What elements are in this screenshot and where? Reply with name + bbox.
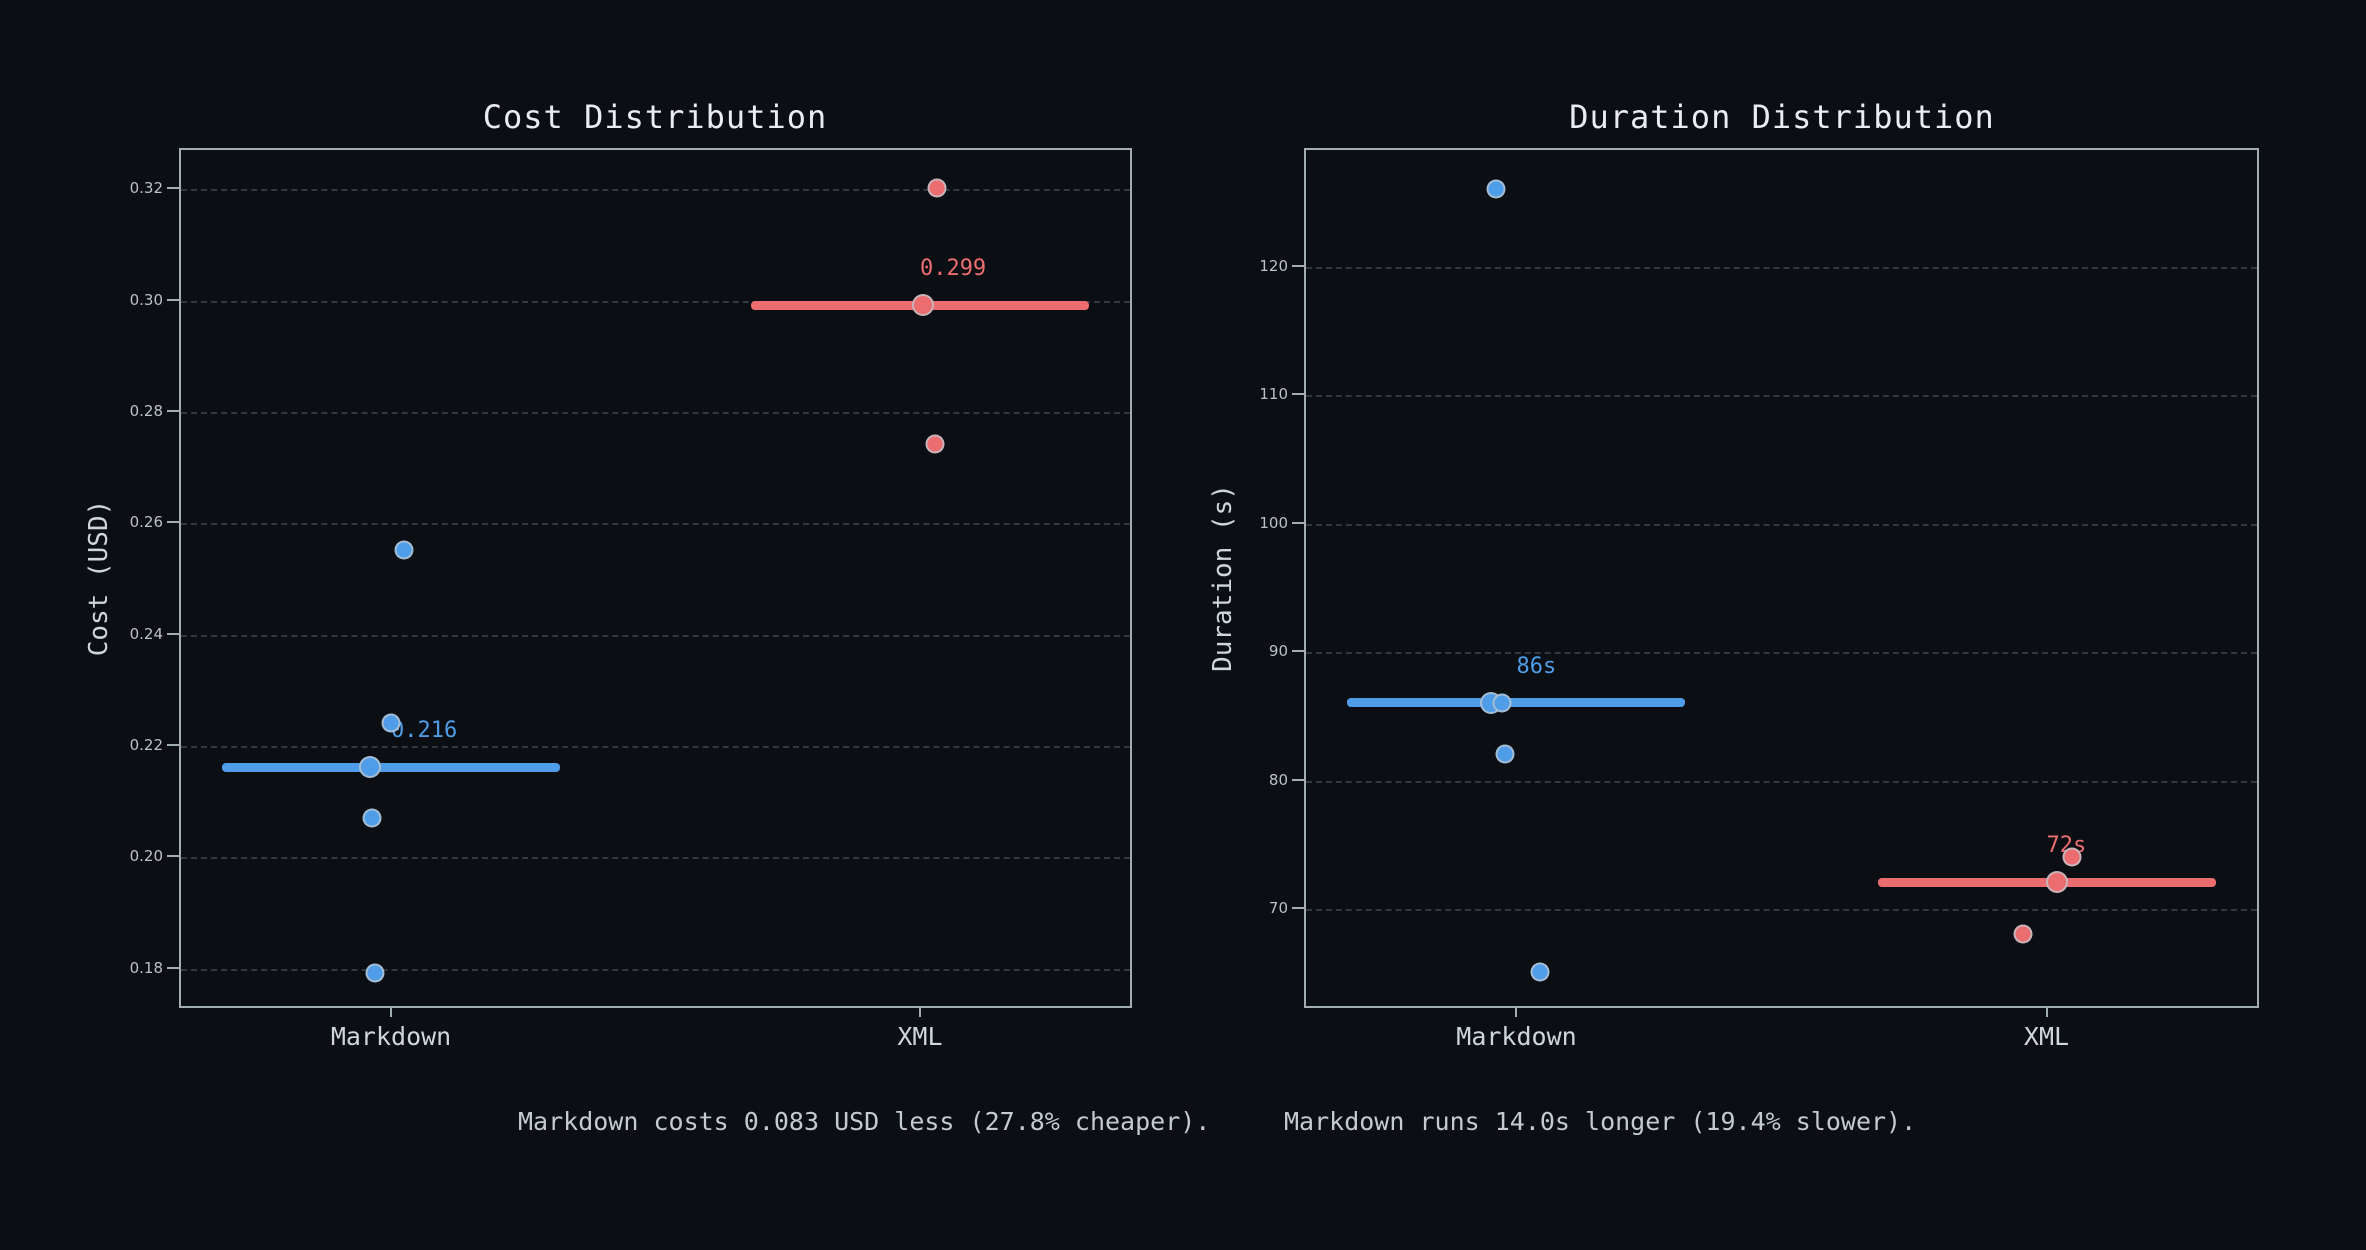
grid-line xyxy=(181,189,1130,192)
summary-duration-text: Markdown runs 14.0s longer (19.4% slower… xyxy=(1284,1107,1917,1136)
y-tick-mark xyxy=(167,409,179,412)
y-tick-label: 90 xyxy=(1268,642,1288,661)
median-line xyxy=(1347,698,1686,707)
data-point xyxy=(2045,871,2068,894)
y-tick-label: 110 xyxy=(1259,385,1288,404)
x-tick-mark xyxy=(2045,1008,2048,1017)
y-tick-label: 80 xyxy=(1268,770,1288,789)
x-tick-mark xyxy=(1515,1008,1518,1017)
grid-line xyxy=(1306,780,2257,783)
grid-line xyxy=(1306,267,2257,270)
y-tick-mark xyxy=(1292,521,1304,524)
data-point xyxy=(1495,744,1515,764)
data-point xyxy=(925,434,945,454)
y-tick-mark xyxy=(167,744,179,747)
summary-cost-text: Markdown costs 0.083 USD less (27.8% che… xyxy=(518,1107,1211,1136)
y-tick-mark xyxy=(1292,650,1304,653)
y-tick-mark xyxy=(1292,778,1304,781)
grid-line xyxy=(181,634,1130,637)
y-tick-mark xyxy=(167,855,179,858)
x-tick-mark xyxy=(390,1008,393,1017)
median-value-label-markdown: 0.216 xyxy=(391,718,458,744)
y-tick-mark xyxy=(167,521,179,524)
data-point xyxy=(359,756,382,779)
grid-line xyxy=(181,746,1130,749)
median-value-label-markdown: 86s xyxy=(1516,653,1557,679)
y-tick-mark xyxy=(1292,265,1304,268)
data-point xyxy=(362,808,382,827)
grid-line xyxy=(181,411,1130,414)
data-point xyxy=(927,178,947,198)
y-tick-label: 0.28 xyxy=(129,401,163,420)
y-tick-mark xyxy=(167,966,179,969)
y-tick-label: 0.22 xyxy=(129,736,163,755)
y-tick-mark xyxy=(167,298,179,301)
grid-line xyxy=(181,523,1130,526)
y-tick-label: 120 xyxy=(1259,257,1288,276)
grid-line xyxy=(1306,395,2257,398)
data-point xyxy=(381,713,401,733)
grid-line xyxy=(1306,652,2257,655)
data-point xyxy=(911,294,934,317)
data-point xyxy=(394,540,414,560)
data-point xyxy=(2062,847,2081,867)
chart-title: Cost Distribution xyxy=(482,98,828,136)
grid-line xyxy=(181,300,1130,303)
median-line xyxy=(222,762,561,772)
x-category-label-markdown: Markdown xyxy=(330,1022,452,1051)
y-tick-mark xyxy=(1292,906,1304,909)
plot-area xyxy=(1304,148,2259,1008)
grid-line xyxy=(181,968,1130,971)
grid-line xyxy=(1306,908,2257,911)
chart-title: Duration Distribution xyxy=(1569,98,1995,136)
data-point xyxy=(365,963,385,983)
x-category-label-xml: XML xyxy=(2023,1022,2070,1051)
plot-area xyxy=(179,148,1132,1008)
x-tick-mark xyxy=(918,1008,921,1017)
y-tick-label: 100 xyxy=(1259,513,1288,532)
grid-line xyxy=(1306,523,2257,526)
y-tick-label: 70 xyxy=(1268,898,1288,917)
data-point xyxy=(1530,962,1550,982)
data-point xyxy=(2013,924,2032,944)
grid-line xyxy=(181,857,1130,860)
x-category-label-xml: XML xyxy=(897,1022,943,1051)
y-tick-label: 0.18 xyxy=(129,958,163,977)
x-category-label-markdown: Markdown xyxy=(1456,1022,1577,1051)
y-tick-mark xyxy=(167,632,179,635)
y-tick-mark xyxy=(167,187,179,190)
y-tick-mark xyxy=(1292,393,1304,396)
y-tick-label: 0.32 xyxy=(129,179,163,198)
y-tick-label: 0.26 xyxy=(129,513,163,532)
data-point xyxy=(1492,693,1512,712)
median-value-label-xml: 0.299 xyxy=(919,256,987,282)
y-tick-label: 0.20 xyxy=(129,847,163,866)
y-tick-label: 0.30 xyxy=(129,290,163,309)
data-point xyxy=(1486,179,1506,199)
y-tick-label: 0.24 xyxy=(129,624,163,643)
